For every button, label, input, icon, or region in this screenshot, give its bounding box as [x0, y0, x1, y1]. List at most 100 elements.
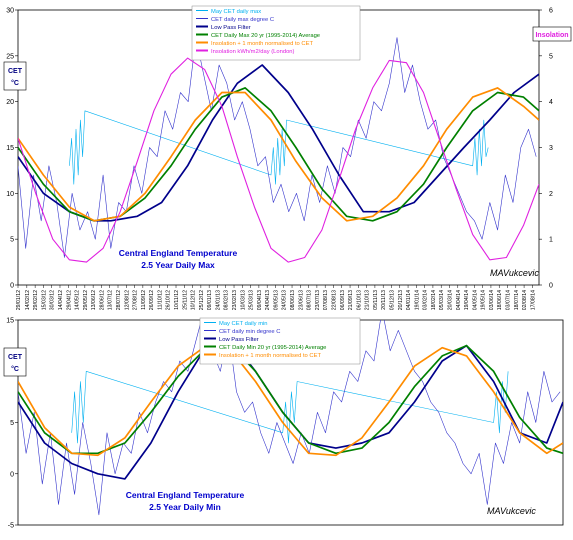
- x-tick-label: 20/03/14: [447, 290, 453, 310]
- x-tick-label: 22/08/13: [331, 290, 337, 310]
- x-tick-label: 11/10/12: [157, 290, 163, 310]
- y2-tick-label: 3: [549, 145, 553, 152]
- x-tick-label: 25/03/13: [249, 290, 255, 310]
- y-tick-label: 20: [6, 99, 14, 106]
- x-tick-label: 03/02/14: [423, 290, 429, 310]
- x-tick-label: 05/12/13: [389, 290, 395, 310]
- bottom-ylabel-unit: °C: [11, 365, 19, 373]
- x-tick-label: 28/07/12: [116, 290, 122, 310]
- y-tick-label: 5: [10, 237, 14, 244]
- legend-entry: CET daily max degree C: [211, 17, 274, 23]
- legend-entry: Insolation + 1 month normalised to CET: [211, 41, 313, 47]
- series-line: [18, 320, 561, 516]
- bottom-ylabel-box: CET °C: [3, 347, 27, 377]
- legend-box: [199, 317, 361, 365]
- x-tick-label: 28/06/12: [99, 290, 105, 310]
- x-tick-label: 08/02/13: [224, 290, 230, 310]
- top-legend: May CET daily max CET daily max degree C L…: [191, 5, 361, 61]
- series-line: [18, 344, 563, 455]
- x-tick-label: 12/08/12: [124, 290, 130, 310]
- series-line: [18, 57, 539, 263]
- x-tick-label: 02/08/14: [522, 290, 528, 310]
- x-tick-label: 19/01/14: [414, 290, 420, 310]
- x-tick-label: 24/05/13: [282, 290, 288, 310]
- bottom-chart-marks: [18, 320, 563, 516]
- y-tick-label: 25: [6, 53, 14, 60]
- x-tick-label: 03/06/14: [489, 290, 495, 310]
- top-signature: MAVukcevic: [490, 268, 539, 278]
- y-tick-label: 0: [10, 283, 14, 290]
- y-tick-label: 5: [10, 420, 14, 427]
- y-tick-label: 10: [6, 191, 14, 198]
- x-tick-label: 14/02/12: [25, 290, 31, 310]
- x-tick-label: 07/08/13: [323, 290, 329, 310]
- y-tick-label: -5: [8, 523, 14, 530]
- y-tick-label: 15: [6, 318, 14, 325]
- x-tick-label: 04/05/14: [472, 290, 478, 310]
- x-tick-label: 21/10/13: [365, 290, 371, 310]
- x-tick-label: 20/11/13: [381, 290, 387, 310]
- x-tick-label: 23/06/13: [298, 290, 304, 310]
- x-tick-label: 14/05/12: [75, 290, 81, 310]
- x-tick-label: 08/07/13: [307, 290, 313, 310]
- x-tick-label: 13/06/12: [91, 290, 97, 310]
- series-line: [18, 87, 539, 222]
- bottom-chart-title: Central England Temperature: [126, 490, 245, 500]
- x-tick-label: 14/04/12: [58, 290, 64, 310]
- x-tick-label: 21/09/13: [348, 290, 354, 310]
- bottom-legend: May CET daily min CET daily min degree C L…: [199, 317, 361, 365]
- x-tick-label: 23/02/13: [232, 290, 238, 310]
- x-tick-label: 10/12/12: [191, 290, 197, 310]
- x-tick-label: 29/05/12: [83, 290, 89, 310]
- series-group: [18, 37, 539, 263]
- x-tick-label: 26/09/12: [149, 290, 155, 310]
- x-tick-label: 19/04/14: [464, 290, 470, 310]
- x-tick-label: 19/05/14: [481, 290, 487, 310]
- top-ylabel-box: CET °C: [3, 61, 27, 91]
- x-tick-label: 26/10/12: [166, 290, 172, 310]
- x-tick-label: 10/03/13: [240, 290, 246, 310]
- x-tick-label: 18/06/14: [497, 290, 503, 310]
- y2-tick-label: 4: [549, 99, 553, 106]
- x-tick-label: 03/07/14: [506, 290, 512, 310]
- x-tick-label: 25/11/12: [182, 290, 188, 310]
- legend-entry: CET Daily Max 20 yr (1995-2014) Average: [211, 33, 320, 39]
- x-tick-label: 09/01/13: [207, 290, 213, 310]
- x-tick-label: 17/08/14: [530, 290, 536, 310]
- x-tick-label: 13/07/12: [108, 290, 114, 310]
- legend-entry: May CET daily max: [211, 9, 261, 15]
- top-y2label-box: Insolation: [532, 26, 572, 42]
- bottom-ylabel-cet: CET: [8, 354, 23, 361]
- x-tick-label: 06/09/13: [340, 290, 346, 310]
- top-y2label: Insolation: [535, 32, 568, 39]
- y2-tick-label: 0: [549, 283, 553, 290]
- bottom-signature: MAVukcevic: [487, 506, 536, 516]
- x-tick-label: 18/02/14: [431, 290, 437, 310]
- series-line: [18, 64, 539, 222]
- x-tick-label: 09/05/13: [273, 290, 279, 310]
- x-tick-label: 29/04/12: [66, 290, 72, 310]
- x-tick-label: 18/07/14: [514, 290, 520, 310]
- top-ylabel-unit: °C: [11, 79, 19, 87]
- y2-tick-label: 5: [549, 53, 553, 60]
- x-tick-label: 29/02/12: [33, 290, 39, 310]
- legend-box: [191, 5, 361, 61]
- y-tick-label: 15: [6, 145, 14, 152]
- x-tick-label: 04/04/14: [456, 290, 462, 310]
- bottom-chart: -5051015 CET °C Central England Temperat…: [3, 317, 564, 530]
- x-tick-label: 08/06/13: [290, 290, 296, 310]
- x-tick-label: 15/03/12: [41, 290, 47, 310]
- x-tick-label: 05/03/14: [439, 290, 445, 310]
- top-chart-title: Central England Temperature: [119, 248, 238, 258]
- x-tick-label: 10/11/12: [174, 290, 180, 310]
- x-tick-label: 20/12/13: [398, 290, 404, 310]
- y2-tick-label: 1: [549, 237, 553, 244]
- x-tick-label: 24/01/13: [215, 290, 221, 310]
- x-tick-label: 25/12/12: [199, 290, 205, 310]
- x-tick-label: 29/01/12: [16, 290, 22, 310]
- x-tick-label: 05/11/13: [373, 290, 379, 310]
- series-line: [18, 346, 563, 457]
- legend-entry: May CET daily min: [219, 321, 268, 327]
